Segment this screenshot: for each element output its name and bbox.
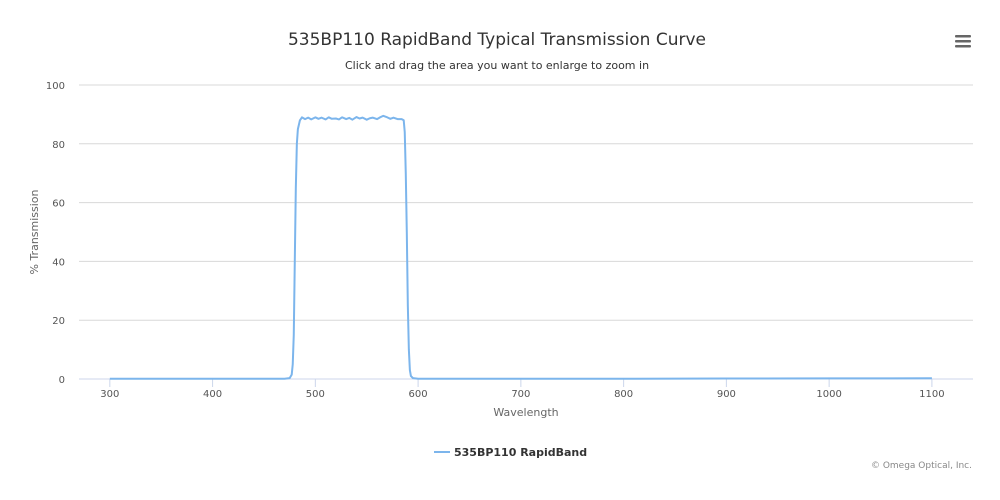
series-line[interactable] [109,114,932,380]
x-tick-label: 600 [409,389,428,400]
chart-title: 535BP110 RapidBand Typical Transmission … [288,30,706,50]
x-tick-label: 500 [306,389,325,400]
x-axis-ticks: 300 400 500 600 700 800 900 1000 1100 [100,379,945,400]
y-tick-label: 100 [46,81,65,92]
hamburger-menu-icon[interactable] [955,35,971,48]
grid [79,84,973,321]
x-tick-label: 900 [717,389,736,400]
legend[interactable]: 535BP110 RapidBand [434,446,587,459]
y-tick-label: 20 [52,316,65,327]
x-tick-label: 800 [614,389,633,400]
y-tick-label: 60 [52,199,65,210]
x-tick-label: 300 [100,389,119,400]
chart-subtitle: Click and drag the area you want to enla… [345,59,649,72]
y-tick-label: 0 [59,375,65,386]
x-tick-label: 400 [203,389,222,400]
y-axis-title: % Transmission [28,189,41,274]
x-tick-label: 700 [511,389,530,400]
y-tick-label: 40 [52,257,65,268]
x-tick-label: 1000 [816,389,841,400]
x-axis-title: Wavelength [493,406,558,419]
credits-text[interactable]: © Omega Optical, Inc. [871,461,972,471]
x-tick-label: 1100 [919,389,944,400]
series-layer [109,114,932,380]
y-axis-ticks: 0 20 40 60 80 100 [46,81,65,386]
legend-label: 535BP110 RapidBand [454,446,587,459]
y-tick-label: 80 [52,140,65,151]
